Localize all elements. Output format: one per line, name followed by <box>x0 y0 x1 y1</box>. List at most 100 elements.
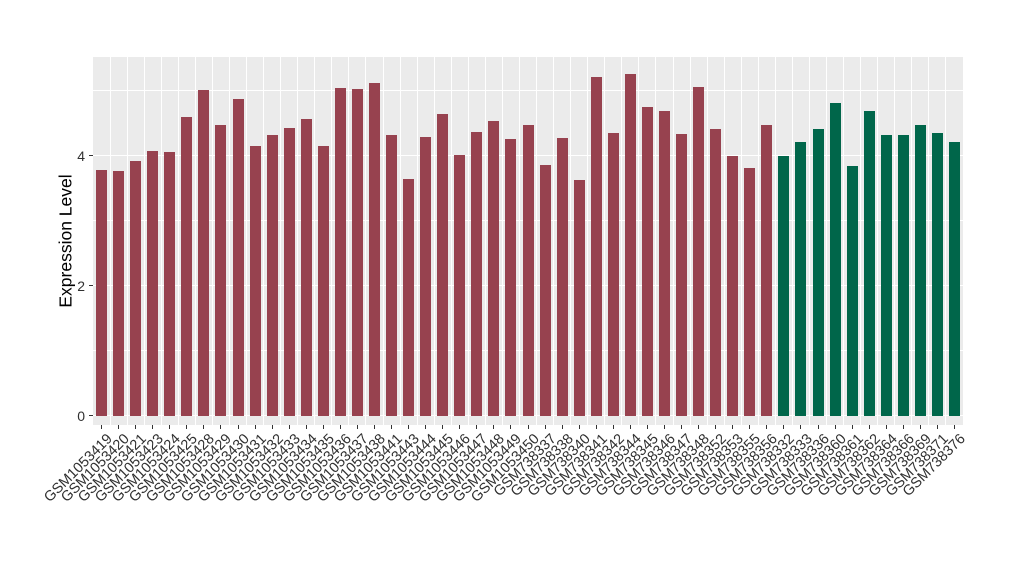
x-tick-mark <box>544 425 546 429</box>
vertical-gridline <box>604 57 606 425</box>
vertical-gridline <box>433 57 435 425</box>
bar-GSM1053433 <box>283 128 295 416</box>
vertical-gridline <box>126 57 128 425</box>
vertical-gridline <box>450 57 452 425</box>
plot-panel <box>93 57 963 425</box>
vertical-gridline <box>877 57 879 425</box>
vertical-gridline <box>706 57 708 425</box>
vertical-gridline <box>945 57 947 425</box>
vertical-gridline <box>587 57 589 425</box>
x-tick-mark <box>305 425 307 429</box>
bar-GSM738348 <box>693 87 705 416</box>
vertical-gridline <box>297 57 299 425</box>
vertical-gridline <box>280 57 282 425</box>
bar-GSM1053450 <box>522 124 534 416</box>
vertical-gridline <box>160 57 162 425</box>
vertical-gridline <box>501 57 503 425</box>
x-tick-mark <box>698 425 700 429</box>
vertical-gridline <box>723 57 725 425</box>
x-tick-mark <box>663 425 665 429</box>
vertical-gridline <box>689 57 691 425</box>
bar-GSM738361 <box>846 165 858 416</box>
x-tick-mark <box>902 425 904 429</box>
vertical-gridline <box>553 57 555 425</box>
x-tick-mark <box>749 425 751 429</box>
x-tick-mark <box>203 425 205 429</box>
x-tick-mark <box>936 425 938 429</box>
vertical-gridline <box>246 57 248 425</box>
vertical-gridline <box>314 57 316 425</box>
bar-GSM1053429 <box>215 124 227 416</box>
bar-GSM1053420 <box>113 171 125 416</box>
x-tick-mark <box>578 425 580 429</box>
y-tick-mark <box>89 285 93 287</box>
bar-GSM738332 <box>778 155 790 416</box>
vertical-gridline <box>757 57 759 425</box>
bar-GSM738371 <box>931 132 943 416</box>
x-tick-mark <box>953 425 955 429</box>
x-tick-mark <box>271 425 273 429</box>
vertical-gridline <box>109 57 111 425</box>
x-tick-mark <box>425 425 427 429</box>
x-tick-mark <box>339 425 341 429</box>
bar-GSM738340 <box>573 179 585 416</box>
vertical-gridline <box>791 57 793 425</box>
x-tick-mark <box>288 425 290 429</box>
bar-GSM738362 <box>863 110 875 416</box>
bar-GSM1053449 <box>505 138 517 416</box>
x-tick-mark <box>561 425 563 429</box>
vertical-gridline <box>416 57 418 425</box>
bar-GSM738376 <box>948 141 960 416</box>
bar-GSM738338 <box>556 137 568 416</box>
bar-GSM1053423 <box>147 150 159 416</box>
x-tick-mark <box>118 425 120 429</box>
bar-GSM1053443 <box>403 178 415 416</box>
vertical-gridline <box>621 57 623 425</box>
bar-GSM1053437 <box>351 89 363 416</box>
vertical-gridline <box>194 57 196 425</box>
bar-GSM738355 <box>744 167 756 416</box>
bar-GSM738347 <box>676 134 688 416</box>
x-tick-mark <box>715 425 717 429</box>
x-tick-mark <box>851 425 853 429</box>
bar-GSM738333 <box>795 142 807 416</box>
x-tick-mark <box>220 425 222 429</box>
x-tick-mark <box>834 425 836 429</box>
vertical-gridline <box>808 57 810 425</box>
vertical-gridline <box>348 57 350 425</box>
vertical-gridline <box>570 57 572 425</box>
vertical-gridline <box>365 57 367 425</box>
x-tick-mark <box>681 425 683 429</box>
vertical-gridline <box>860 57 862 425</box>
vertical-gridline <box>484 57 486 425</box>
vertical-gridline <box>536 57 538 425</box>
vertical-gridline <box>467 57 469 425</box>
bar-GSM1053431 <box>249 146 261 416</box>
bar-GSM738366 <box>897 134 909 416</box>
x-tick-mark <box>322 425 324 429</box>
x-tick-mark <box>135 425 137 429</box>
vertical-gridline <box>826 57 828 425</box>
x-tick-mark <box>510 425 512 429</box>
minor-gridline <box>93 89 963 91</box>
bar-GSM738353 <box>727 155 739 416</box>
x-tick-mark <box>629 425 631 429</box>
bar-GSM738336 <box>812 128 824 416</box>
x-tick-mark <box>237 425 239 429</box>
y-tick-mark <box>89 415 93 417</box>
bar-GSM1053432 <box>266 135 278 416</box>
x-tick-mark <box>356 425 358 429</box>
x-tick-mark <box>595 425 597 429</box>
x-tick-mark <box>800 425 802 429</box>
x-tick-mark <box>646 425 648 429</box>
x-tick-mark <box>612 425 614 429</box>
bar-GSM1053434 <box>300 119 312 416</box>
vertical-gridline <box>228 57 230 425</box>
x-tick-mark <box>527 425 529 429</box>
y-tick-label: 0 <box>77 407 85 424</box>
vertical-gridline <box>518 57 520 425</box>
x-tick-mark <box>186 425 188 429</box>
x-tick-mark <box>254 425 256 429</box>
x-tick-mark <box>476 425 478 429</box>
